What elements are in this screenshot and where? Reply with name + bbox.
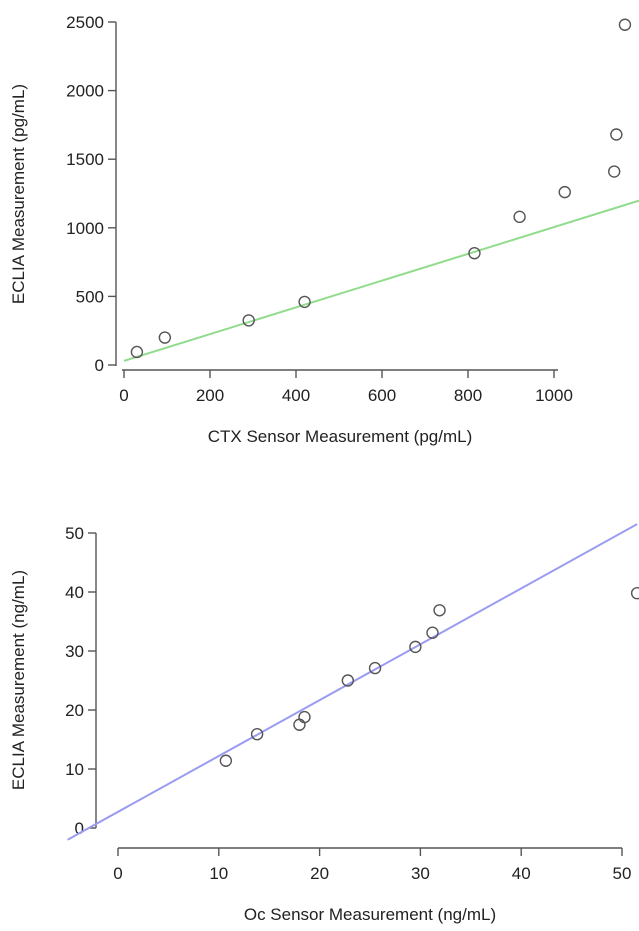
oc-y-tick-label: 0	[75, 819, 84, 838]
oc-data-point	[293, 718, 306, 731]
oc-x-axis-title: Oc Sensor Measurement (ng/mL)	[244, 905, 496, 924]
oc-y-tick-label: 10	[65, 760, 84, 779]
ctx-x-tick-label: 1000	[535, 386, 573, 405]
oc-data-point	[630, 586, 639, 600]
oc-y-tick-label: 20	[65, 701, 84, 720]
ctx-x-tick-label: 800	[454, 386, 482, 405]
ctx-y-tick-label: 2500	[66, 13, 104, 32]
oc-x-tick-label: 40	[512, 864, 531, 883]
ctx-data-point	[608, 165, 621, 178]
oc-data-point	[250, 727, 264, 741]
oc-data-point	[341, 674, 355, 687]
ctx-data-point	[610, 128, 623, 141]
oc-fit-line	[67, 523, 638, 841]
ctx-y-tick-label: 2000	[66, 82, 104, 101]
ctx-data-point	[558, 185, 571, 199]
oc-y-tick-label: 50	[65, 524, 84, 543]
oc-y-axis-title: ECLIA Measurement (ng/mL)	[9, 570, 28, 790]
ctx-fit-line	[123, 199, 639, 362]
ctx-x-axis-title: CTX Sensor Measurement (pg/mL)	[208, 427, 473, 446]
oc-x-tick-label: 0	[113, 864, 122, 883]
ctx-data-point	[242, 314, 255, 327]
oc-x-tick-label: 20	[310, 864, 329, 883]
ctx-x-tick-label: 600	[368, 386, 396, 405]
oc-data-point	[433, 604, 446, 617]
ctx-x-tick-label: 200	[196, 386, 224, 405]
oc-x-tick-label: 50	[613, 864, 632, 883]
oc-data-point	[298, 710, 311, 724]
ctx-x-tick-label: 0	[119, 386, 128, 405]
ctx-data-point	[513, 210, 526, 224]
ctx-data-point	[158, 331, 172, 344]
oc-x-tick-label: 10	[209, 864, 228, 883]
oc-y-tick-label: 40	[65, 583, 84, 602]
oc-chart: 0 10 20 30 40 50 0 10 20 30 40 50 Oc Sensor Measur…	[9, 523, 639, 924]
ctx-data-point	[468, 246, 481, 260]
oc-data-point	[219, 754, 233, 767]
ctx-y-tick-label: 500	[76, 287, 104, 306]
oc-x-tick-label: 30	[411, 864, 430, 883]
ctx-data-point	[130, 345, 144, 359]
ctx-x-tick-label: 400	[282, 386, 310, 405]
ctx-data-point	[618, 18, 632, 31]
ctx-y-tick-label: 1000	[66, 219, 104, 238]
ctx-y-tick-label: 1500	[66, 150, 104, 169]
ctx-y-axis-title: ECLIA Measurement (pg/mL)	[9, 84, 28, 304]
oc-data-point	[426, 626, 439, 639]
ctx-chart: 0 500 1000 1500 2000 2500 0 200 400 600 800 1000 C…	[9, 13, 639, 446]
oc-data-point	[409, 640, 422, 654]
oc-data-point	[368, 661, 382, 675]
ctx-data-point	[298, 295, 311, 309]
oc-y-tick-label: 30	[65, 642, 84, 661]
ctx-y-tick-label: 0	[95, 356, 104, 375]
